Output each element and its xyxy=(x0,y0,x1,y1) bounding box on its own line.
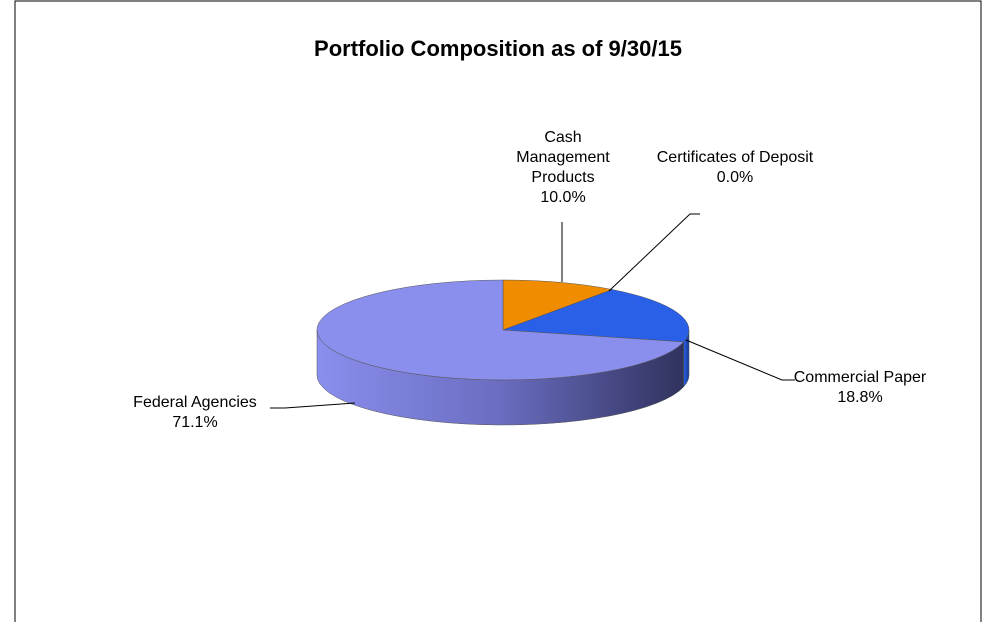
chart-title: Portfolio Composition as of 9/30/15 xyxy=(314,36,682,61)
chart-border xyxy=(14,0,982,622)
value-label: 10.0% xyxy=(540,189,586,206)
category-label: Cash Management Products xyxy=(516,129,610,186)
leader-line xyxy=(685,339,795,381)
value-label: 0.0% xyxy=(716,169,754,186)
data-label: Commercial Paper 18.8% xyxy=(780,368,940,408)
value-label: 71.1% xyxy=(172,414,218,431)
value-label: 18.8% xyxy=(837,389,883,406)
data-label: Federal Agencies 71.1% xyxy=(115,393,275,433)
category-label: Certificates of Deposit xyxy=(656,149,814,166)
leader-line xyxy=(270,402,356,409)
leader-lines xyxy=(270,213,795,409)
pie xyxy=(316,279,690,426)
data-label: Certificates of Deposit 0.0% xyxy=(655,148,815,188)
slice xyxy=(502,279,614,331)
data-label: Cash Management Products 10.0% xyxy=(508,128,618,208)
slice xyxy=(502,289,690,343)
category-label: Commercial Paper xyxy=(793,369,927,386)
leader-line xyxy=(608,213,700,292)
slice xyxy=(316,279,685,381)
category-label: Federal Agencies xyxy=(133,394,257,411)
